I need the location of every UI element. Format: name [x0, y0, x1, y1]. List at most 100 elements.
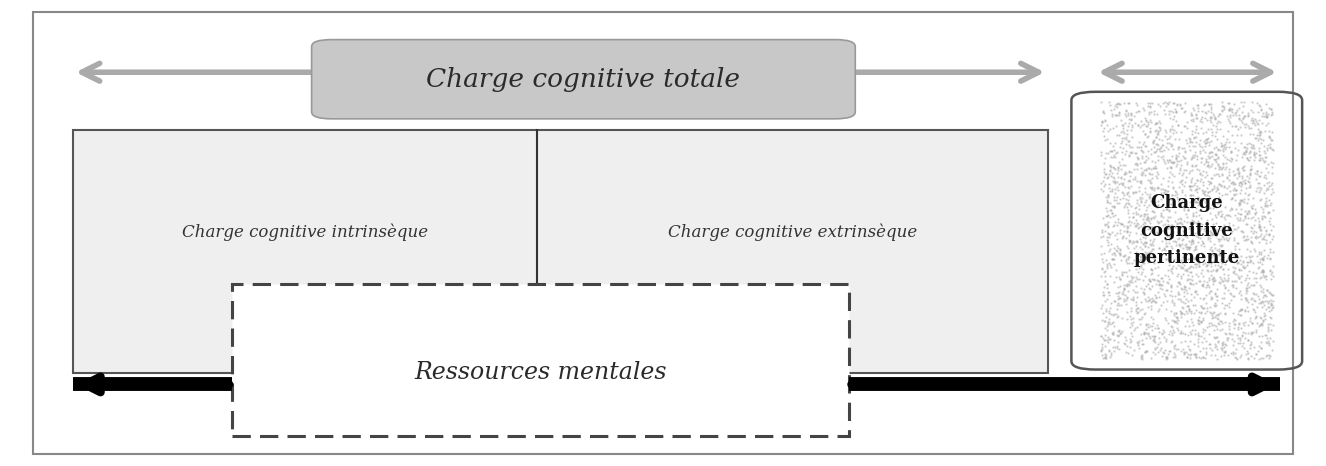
Point — [1200, 340, 1221, 348]
Point — [1131, 223, 1152, 230]
Point — [1140, 118, 1162, 125]
Point — [1107, 229, 1128, 236]
Point — [1220, 290, 1241, 297]
Point — [1189, 171, 1211, 178]
Point — [1132, 288, 1154, 296]
Point — [1245, 247, 1266, 255]
Point — [1135, 233, 1156, 240]
Point — [1171, 327, 1192, 335]
Point — [1106, 183, 1127, 191]
Point — [1102, 312, 1123, 319]
Point — [1246, 234, 1268, 241]
Point — [1102, 163, 1123, 170]
Point — [1219, 176, 1240, 184]
Point — [1120, 351, 1142, 359]
Point — [1250, 344, 1272, 352]
Point — [1220, 148, 1241, 155]
Point — [1236, 141, 1257, 148]
Point — [1144, 192, 1166, 200]
Point — [1160, 143, 1181, 150]
Point — [1246, 170, 1268, 178]
Point — [1253, 274, 1274, 281]
Point — [1111, 189, 1132, 196]
Point — [1167, 121, 1188, 128]
Point — [1207, 136, 1228, 143]
Point — [1139, 169, 1160, 177]
Point — [1177, 350, 1199, 358]
Text: Charge
cognitive
pertinente: Charge cognitive pertinente — [1134, 194, 1240, 267]
Point — [1180, 279, 1201, 287]
Point — [1195, 262, 1216, 270]
Point — [1197, 177, 1219, 185]
Point — [1256, 110, 1277, 118]
Point — [1248, 214, 1269, 221]
Point — [1106, 179, 1127, 186]
Point — [1118, 288, 1139, 295]
Point — [1211, 341, 1232, 348]
Point — [1233, 120, 1254, 128]
Point — [1250, 345, 1272, 352]
Point — [1179, 346, 1200, 353]
Point — [1189, 262, 1211, 269]
Point — [1164, 351, 1185, 359]
Point — [1097, 326, 1118, 333]
Point — [1253, 268, 1274, 276]
Point — [1159, 134, 1180, 142]
Point — [1204, 114, 1225, 122]
Point — [1155, 186, 1176, 194]
Point — [1123, 286, 1144, 294]
Point — [1143, 214, 1164, 222]
Point — [1132, 169, 1154, 176]
Point — [1208, 173, 1229, 180]
Point — [1211, 107, 1232, 115]
Point — [1155, 287, 1176, 294]
Point — [1103, 178, 1124, 186]
Point — [1093, 187, 1114, 194]
Point — [1158, 272, 1179, 280]
Point — [1254, 150, 1276, 157]
Point — [1148, 170, 1170, 178]
Point — [1242, 201, 1264, 208]
Point — [1250, 338, 1272, 346]
Text: Charge cognitive totale: Charge cognitive totale — [427, 67, 740, 92]
Point — [1138, 275, 1159, 283]
Point — [1217, 127, 1238, 135]
Point — [1171, 303, 1192, 310]
Point — [1167, 261, 1188, 268]
Point — [1127, 156, 1148, 163]
Point — [1231, 205, 1252, 212]
Point — [1102, 329, 1123, 336]
Point — [1127, 309, 1148, 316]
Point — [1258, 142, 1280, 149]
Point — [1147, 230, 1168, 237]
Point — [1245, 350, 1266, 358]
Point — [1179, 254, 1200, 261]
Point — [1140, 298, 1162, 306]
Point — [1109, 282, 1130, 290]
Point — [1144, 127, 1166, 134]
Point — [1093, 259, 1114, 266]
Point — [1229, 189, 1250, 197]
Point — [1188, 260, 1209, 267]
Point — [1262, 159, 1284, 167]
Point — [1126, 304, 1147, 312]
Point — [1140, 226, 1162, 233]
Point — [1114, 292, 1135, 299]
Point — [1235, 307, 1256, 314]
Point — [1138, 293, 1159, 301]
Point — [1127, 275, 1148, 283]
Point — [1132, 140, 1154, 148]
Point — [1097, 236, 1118, 243]
Point — [1109, 249, 1130, 257]
Point — [1260, 255, 1281, 263]
Point — [1170, 310, 1191, 317]
Point — [1240, 116, 1261, 123]
Point — [1119, 228, 1140, 235]
Point — [1155, 129, 1176, 136]
Point — [1227, 253, 1248, 260]
Point — [1166, 107, 1187, 114]
Point — [1221, 157, 1242, 164]
Point — [1147, 183, 1168, 191]
Point — [1231, 312, 1252, 319]
Point — [1160, 191, 1181, 199]
